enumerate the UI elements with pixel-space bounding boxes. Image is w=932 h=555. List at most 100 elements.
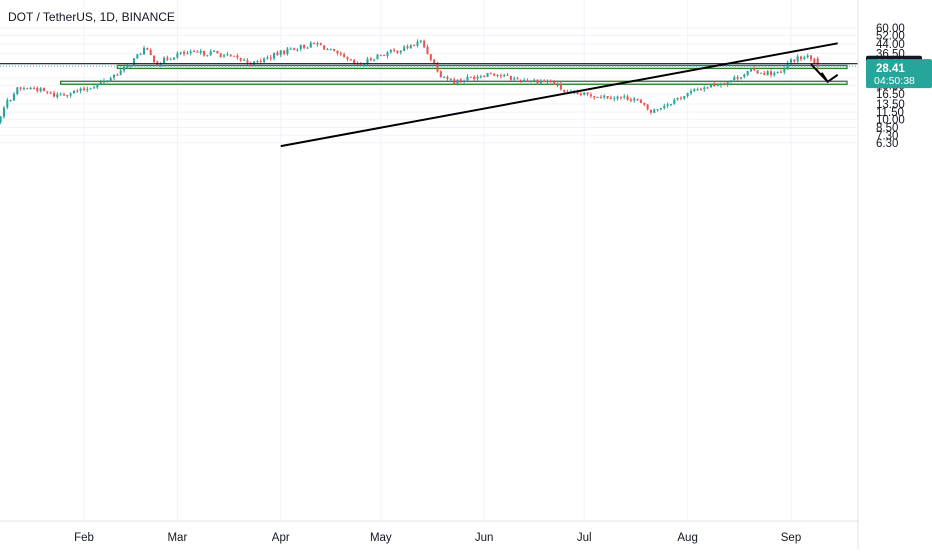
candle[interactable] bbox=[666, 102, 669, 109]
candle[interactable] bbox=[653, 108, 656, 113]
candle[interactable] bbox=[423, 39, 426, 48]
candle[interactable] bbox=[763, 70, 766, 76]
candle[interactable] bbox=[499, 73, 502, 79]
candle[interactable] bbox=[136, 53, 139, 59]
candle[interactable] bbox=[536, 79, 539, 85]
candle[interactable] bbox=[579, 92, 582, 97]
candle[interactable] bbox=[616, 95, 619, 101]
candle[interactable] bbox=[112, 73, 116, 81]
candle[interactable] bbox=[116, 73, 119, 76]
candle[interactable] bbox=[679, 96, 682, 101]
candle[interactable] bbox=[62, 92, 66, 96]
candle[interactable] bbox=[236, 53, 239, 60]
candle[interactable] bbox=[706, 86, 709, 90]
candle[interactable] bbox=[316, 41, 319, 47]
candle[interactable] bbox=[233, 55, 236, 57]
candle[interactable] bbox=[32, 86, 36, 90]
candle[interactable] bbox=[609, 95, 612, 100]
candle[interactable] bbox=[496, 74, 499, 78]
candle[interactable] bbox=[139, 52, 142, 56]
candle[interactable] bbox=[72, 90, 76, 94]
candle[interactable] bbox=[323, 45, 326, 50]
candle[interactable] bbox=[656, 109, 659, 112]
candle[interactable] bbox=[439, 70, 442, 78]
candle[interactable] bbox=[269, 55, 272, 61]
candle[interactable] bbox=[343, 52, 346, 58]
candle[interactable] bbox=[493, 73, 496, 77]
candle[interactable] bbox=[639, 98, 642, 104]
candle[interactable] bbox=[773, 71, 776, 77]
candle[interactable] bbox=[563, 89, 566, 94]
candle[interactable] bbox=[26, 87, 29, 90]
candle[interactable] bbox=[52, 90, 56, 98]
candle[interactable] bbox=[82, 86, 86, 92]
candle[interactable] bbox=[29, 86, 32, 90]
candle[interactable] bbox=[389, 49, 392, 54]
candle[interactable] bbox=[429, 53, 432, 62]
candle[interactable] bbox=[326, 47, 329, 51]
candle[interactable] bbox=[149, 48, 152, 56]
candle[interactable] bbox=[266, 55, 269, 60]
candle[interactable] bbox=[39, 87, 42, 93]
candle[interactable] bbox=[503, 73, 506, 78]
candle[interactable] bbox=[406, 44, 409, 50]
candle[interactable] bbox=[756, 70, 759, 74]
candle[interactable] bbox=[102, 78, 106, 84]
candle[interactable] bbox=[533, 78, 536, 82]
candle[interactable] bbox=[529, 79, 532, 83]
candle[interactable] bbox=[466, 74, 469, 82]
candle[interactable] bbox=[796, 54, 799, 63]
candle[interactable] bbox=[349, 58, 352, 61]
candle[interactable] bbox=[86, 86, 89, 93]
candle[interactable] bbox=[486, 72, 489, 78]
candle[interactable] bbox=[483, 74, 486, 78]
candle[interactable] bbox=[353, 58, 356, 66]
candle[interactable] bbox=[643, 102, 646, 107]
candle[interactable] bbox=[786, 60, 789, 71]
candle[interactable] bbox=[506, 72, 509, 76]
candle[interactable] bbox=[119, 69, 122, 76]
candle[interactable] bbox=[623, 94, 626, 100]
candle[interactable] bbox=[396, 50, 399, 54]
candle[interactable] bbox=[163, 56, 166, 64]
candle[interactable] bbox=[289, 47, 292, 50]
candle[interactable] bbox=[219, 52, 222, 58]
candle[interactable] bbox=[453, 77, 456, 85]
candle[interactable] bbox=[169, 57, 172, 61]
candle[interactable] bbox=[49, 91, 52, 95]
candle[interactable] bbox=[543, 79, 546, 82]
candle[interactable] bbox=[6, 97, 9, 110]
candle[interactable] bbox=[733, 75, 736, 82]
candle[interactable] bbox=[76, 88, 79, 93]
candle[interactable] bbox=[263, 57, 266, 64]
candle[interactable] bbox=[203, 50, 206, 57]
candle[interactable] bbox=[539, 78, 542, 85]
candle[interactable] bbox=[109, 76, 112, 82]
candle[interactable] bbox=[12, 92, 16, 102]
candle[interactable] bbox=[196, 50, 199, 53]
candle[interactable] bbox=[416, 39, 419, 48]
candle[interactable] bbox=[746, 70, 749, 77]
candle[interactable] bbox=[806, 53, 809, 59]
candle[interactable] bbox=[799, 55, 803, 62]
candle[interactable] bbox=[243, 58, 246, 61]
candle[interactable] bbox=[393, 48, 396, 53]
candle[interactable] bbox=[646, 103, 649, 111]
candle[interactable] bbox=[459, 77, 462, 83]
candle[interactable] bbox=[676, 97, 679, 101]
candle[interactable] bbox=[216, 50, 219, 54]
candle[interactable] bbox=[593, 95, 596, 100]
candle[interactable] bbox=[716, 83, 719, 87]
candle[interactable] bbox=[513, 76, 516, 81]
candle[interactable] bbox=[336, 50, 339, 56]
candle[interactable] bbox=[626, 94, 629, 101]
candle[interactable] bbox=[803, 55, 806, 60]
candle[interactable] bbox=[723, 82, 726, 86]
candle[interactable] bbox=[603, 94, 606, 100]
candle[interactable] bbox=[689, 88, 692, 96]
candle[interactable] bbox=[369, 56, 372, 62]
candle[interactable] bbox=[89, 87, 92, 90]
candle[interactable] bbox=[293, 47, 296, 51]
candle[interactable] bbox=[9, 99, 12, 102]
